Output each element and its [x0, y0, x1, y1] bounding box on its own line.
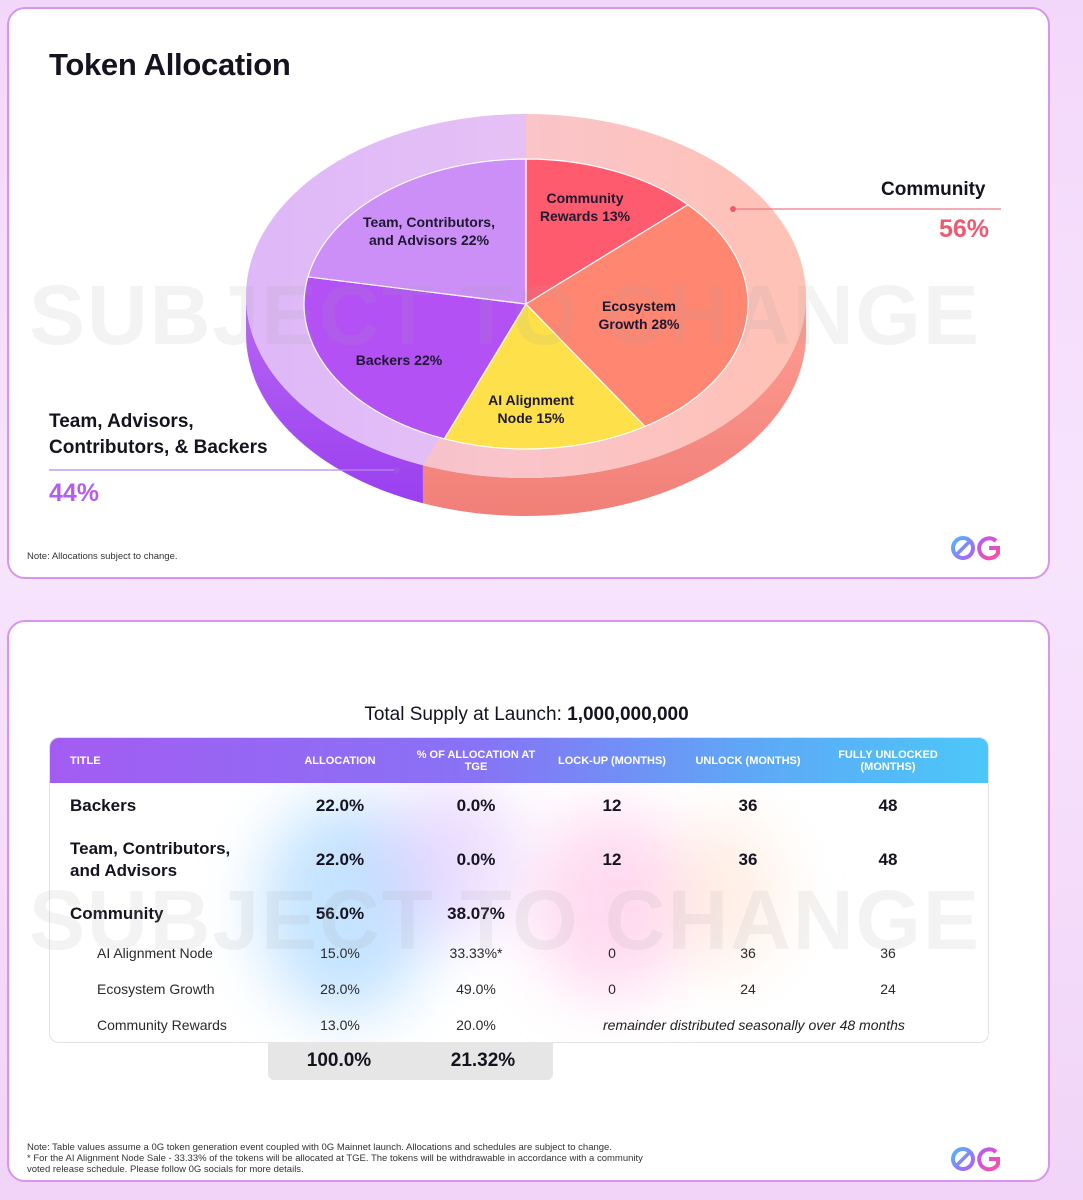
allocation-table: TITLE ALLOCATION % OF ALLOCATION AT TGE …: [49, 737, 989, 1043]
row-backers-lockup: 12: [602, 796, 622, 815]
row-ai-node-title: AI Alignment Node: [97, 945, 213, 961]
header-tge: % OF ALLOCATION AT TGE: [416, 748, 536, 773]
total-tge: 21.32%: [450, 1050, 516, 1071]
disc-side-team: [245, 296, 423, 504]
row-community-allocation: 56.0%: [315, 904, 365, 923]
slice-label-ai-alignment-node: AI Alignment Node 15%: [488, 392, 574, 426]
slice-label-team: Team, Contributors, and Advisors 22%: [363, 214, 495, 248]
row-ecosystem-unlock: 24: [740, 981, 756, 997]
row-community-rewards-tge: 20.0%: [456, 1017, 496, 1033]
row-community-rewards-note: remainder distributed seasonally over 48…: [603, 1017, 905, 1033]
community-callout-name: Community: [881, 179, 986, 200]
row-backers-full: 48: [878, 796, 898, 815]
row-backers-allocation: 22.0%: [315, 796, 365, 815]
row-backers-unlock: 36: [738, 796, 758, 815]
row-community-tge: 38.07%: [447, 904, 505, 923]
table-header: TITLE ALLOCATION % OF ALLOCATION AT TGE …: [50, 738, 988, 783]
row-team-full: 48: [878, 850, 898, 869]
0g-logo: [951, 1147, 1000, 1172]
total-supply: Total Supply at Launch: 1,000,000,000: [9, 704, 1046, 726]
row-ecosystem-title: Ecosystem Growth: [97, 981, 215, 997]
pie-slice-2: [443, 303, 647, 450]
header-fully-unlocked: FULLY UNLOCKED (MONTHS): [838, 748, 938, 773]
row-ai-node-allocation: 15.0%: [320, 945, 360, 961]
pie-slice-4: [307, 158, 527, 305]
row-ecosystem-allocation: 28.0%: [320, 981, 360, 997]
row-ecosystem-full: 24: [880, 981, 896, 997]
token-allocation-card: Token Allocation SUBJECT TO CHANGE: [7, 7, 1050, 579]
disc-side-community: [422, 296, 806, 516]
row-team-allocation: 22.0%: [315, 850, 365, 869]
header-title: TITLE: [70, 754, 101, 767]
row-team-lockup: 12: [602, 850, 622, 869]
total-supply-value: 1,000,000,000: [567, 704, 689, 725]
slice-label-backers: Backers 22%: [355, 352, 443, 368]
slice-label-community-rewards: Community Rewards 13%: [539, 190, 631, 224]
row-ai-node-lockup: 0: [608, 945, 616, 961]
pie-slice-1: [525, 204, 749, 428]
total-allocation: 100.0%: [306, 1050, 372, 1071]
row-ecosystem-tge: 49.0%: [456, 981, 496, 997]
pie-slice-3: [303, 276, 527, 440]
row-team-title: Team, Contributors, and Advisors: [70, 839, 231, 880]
table-footnote: Note: Table values assume a 0G token gen…: [27, 1142, 643, 1175]
row-ai-node-tge: 33.33%*: [449, 945, 503, 961]
allocation-note: Note: Allocations subject to change.: [27, 551, 178, 562]
row-community-rewards-title: Community Rewards: [97, 1017, 227, 1033]
row-ecosystem-lockup: 0: [608, 981, 616, 997]
community-callout-percent: 56%: [939, 215, 990, 243]
0g-logo: [951, 536, 1000, 561]
team-callout-dot: [394, 467, 400, 473]
row-backers-tge: 0.0%: [456, 796, 496, 815]
total-supply-label: Total Supply at Launch:: [364, 704, 568, 725]
header-lockup: LOCK-UP (MONTHS): [558, 754, 666, 767]
totals-bar: [268, 1042, 553, 1080]
token-schedule-card: Total Supply at Launch: 1,000,000,000 TI…: [7, 620, 1050, 1182]
row-community-title: Community: [70, 904, 164, 923]
row-backers-title: Backers: [70, 796, 137, 815]
team-callout-percent: 44%: [49, 479, 100, 507]
slice-label-ecosystem-growth: Ecosystem Growth 28%: [598, 298, 680, 332]
pie-chart: [49, 114, 1001, 516]
pie-slice-0: [525, 158, 689, 306]
row-ai-node-unlock: 36: [740, 945, 756, 961]
community-callout-dot: [730, 206, 736, 212]
header-allocation: ALLOCATION: [304, 754, 376, 767]
row-team-unlock: 36: [738, 850, 758, 869]
row-ai-node-full: 36: [880, 945, 896, 961]
header-unlock: UNLOCK (MONTHS): [695, 754, 801, 767]
row-community-rewards-allocation: 13.0%: [320, 1017, 360, 1033]
page-title: Token Allocation: [49, 47, 291, 82]
row-team-tge: 0.0%: [456, 850, 496, 869]
team-callout-name: Team, Advisors, Contributors, & Backers: [49, 411, 268, 458]
